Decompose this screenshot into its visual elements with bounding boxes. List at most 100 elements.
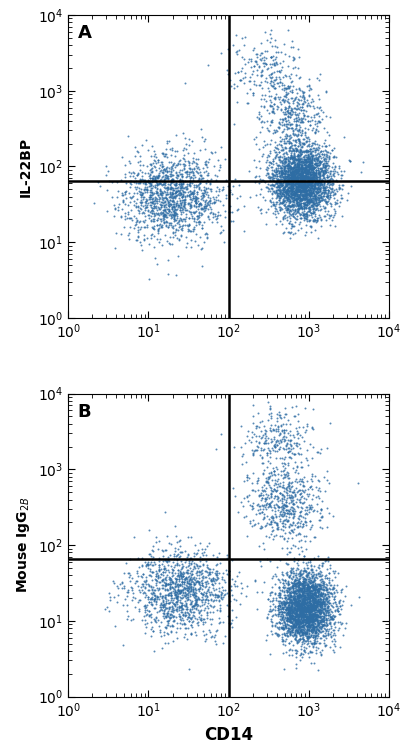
Point [318, 583, 324, 595]
Point [300, 608, 306, 620]
Point [288, 222, 294, 234]
Point [267, 24, 274, 36]
Point [320, 596, 326, 608]
Point [283, 196, 289, 208]
Point [298, 607, 304, 619]
Point [278, 187, 285, 199]
Point [280, 635, 286, 647]
Point [269, 525, 275, 537]
Point [317, 626, 323, 638]
Point [297, 488, 304, 500]
Point [215, 591, 221, 603]
Point [310, 591, 317, 603]
Point [175, 589, 181, 601]
Point [316, 615, 323, 627]
Point [190, 577, 197, 589]
Point [283, 132, 289, 144]
Point [191, 169, 197, 181]
Point [285, 173, 292, 185]
Point [306, 573, 312, 585]
Point [310, 624, 316, 636]
Point [324, 605, 330, 617]
Point [268, 527, 274, 539]
Point [311, 183, 317, 195]
Point [308, 114, 315, 126]
Point [320, 194, 327, 206]
Point [167, 169, 173, 181]
Point [217, 160, 223, 172]
Point [273, 218, 279, 230]
Point [186, 166, 192, 178]
Point [291, 576, 298, 588]
Point [296, 161, 302, 173]
Point [256, 488, 262, 500]
Point [298, 606, 304, 618]
Point [321, 578, 327, 590]
Point [288, 507, 294, 519]
Point [301, 596, 308, 608]
Point [300, 635, 306, 647]
Point [194, 544, 201, 556]
Point [307, 159, 314, 171]
Point [316, 116, 322, 128]
Point [299, 577, 306, 589]
Point [144, 187, 150, 198]
Point [164, 186, 170, 198]
Point [150, 586, 156, 598]
Point [283, 159, 289, 171]
Point [170, 601, 176, 613]
Point [320, 186, 326, 198]
Point [257, 47, 264, 59]
Point [297, 565, 303, 577]
Point [134, 169, 141, 181]
Point [300, 592, 307, 604]
Point [311, 188, 317, 200]
Point [273, 177, 279, 189]
Point [299, 168, 305, 180]
Point [191, 601, 198, 613]
Point [187, 580, 194, 592]
Point [315, 171, 321, 183]
Point [297, 603, 304, 615]
Point [294, 159, 300, 171]
Point [232, 172, 238, 184]
Point [160, 192, 166, 204]
Point [316, 591, 322, 603]
Point [173, 198, 179, 210]
Point [294, 192, 300, 204]
Point [322, 141, 328, 153]
Point [318, 621, 325, 633]
Point [306, 604, 312, 616]
Point [320, 592, 326, 604]
Point [302, 210, 308, 222]
Point [277, 617, 284, 629]
Point [304, 580, 311, 592]
Point [292, 574, 299, 586]
Point [175, 580, 182, 592]
Point [292, 199, 298, 211]
Point [299, 175, 306, 187]
Point [279, 79, 285, 91]
Point [256, 421, 263, 433]
Point [294, 166, 301, 178]
Point [298, 461, 304, 473]
Point [320, 619, 327, 631]
Point [266, 100, 273, 112]
Point [300, 580, 306, 592]
Point [296, 622, 302, 634]
Point [322, 162, 328, 174]
Point [158, 575, 165, 587]
Point [280, 503, 287, 515]
Point [303, 605, 310, 617]
Point [320, 587, 326, 599]
Point [310, 213, 317, 225]
Point [299, 609, 306, 621]
Point [284, 613, 290, 625]
Point [317, 595, 323, 607]
Point [326, 184, 332, 196]
Point [202, 198, 208, 210]
Point [295, 202, 302, 214]
Point [181, 149, 187, 161]
Point [298, 610, 304, 622]
Point [290, 192, 297, 204]
